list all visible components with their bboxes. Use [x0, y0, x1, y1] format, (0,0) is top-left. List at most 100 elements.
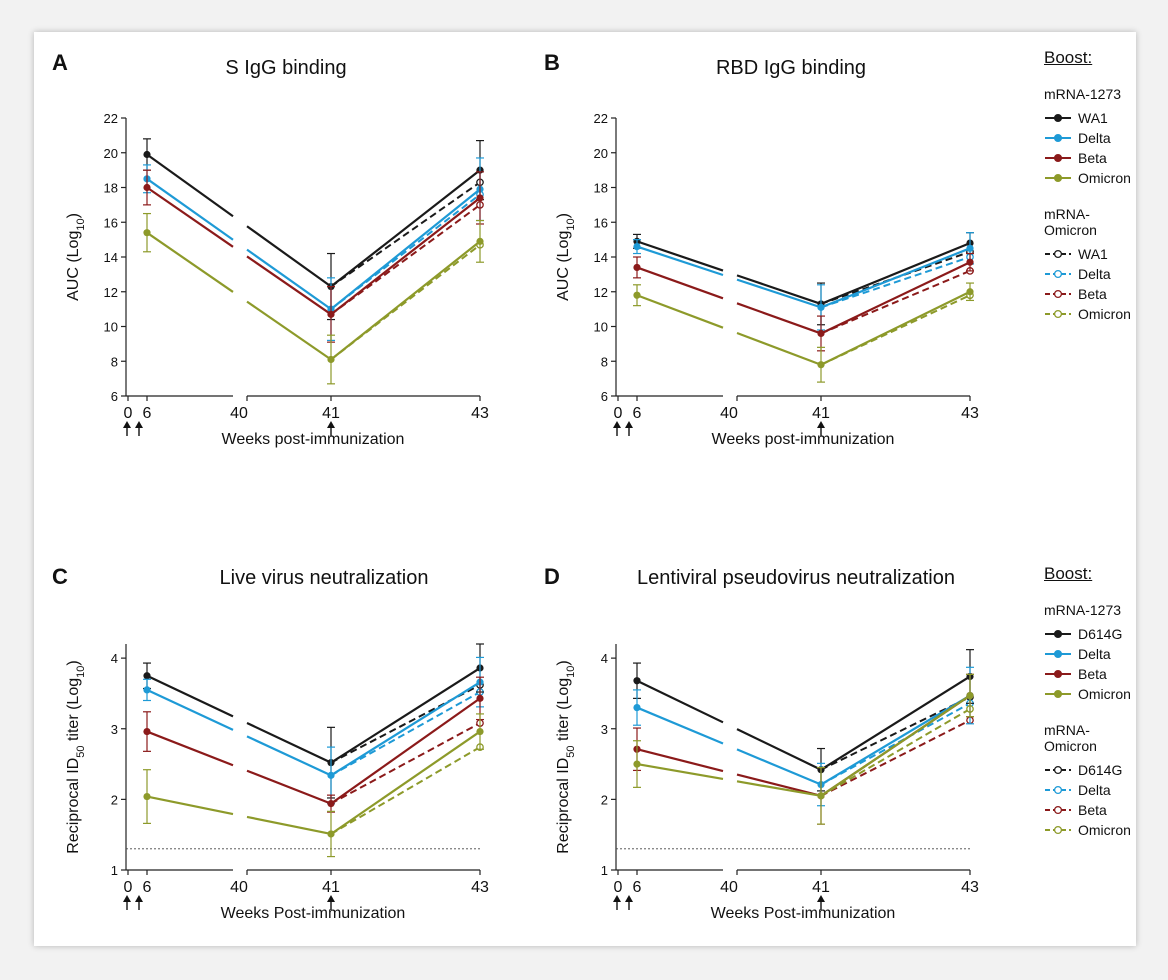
legend-item: Omicron — [1044, 304, 1136, 324]
data-point-omicron — [633, 291, 641, 299]
legend-item-label: Delta — [1078, 130, 1111, 146]
series-line-dashed-omicron — [820, 708, 971, 797]
y-tick-label: 12 — [104, 285, 118, 300]
x-tick-label: 43 — [471, 879, 489, 896]
y-axis-label: Reciprocal ID50 titer (Log10) — [555, 660, 577, 853]
data-point-omicron — [817, 361, 825, 369]
data-point-d614g — [143, 672, 151, 680]
series-line-dashed-omicron — [330, 244, 481, 361]
legend-swatch — [1045, 825, 1071, 835]
y-tick-label: 2 — [111, 792, 118, 807]
panel-letter: B — [544, 50, 560, 75]
legend-swatch — [1045, 765, 1071, 775]
legend-item-label: Omicron — [1078, 822, 1131, 838]
series-line-omicron — [636, 762, 724, 781]
data-point-beta — [327, 800, 335, 808]
legend-swatch — [1045, 133, 1071, 143]
data-point-delta — [817, 303, 825, 311]
y-tick-label: 22 — [594, 111, 608, 126]
x-tick-label: 0 — [614, 405, 623, 422]
legend-swatch — [1045, 629, 1071, 639]
panel-title: Lentiviral pseudovirus neutralization — [637, 567, 955, 589]
legend-group-name: mRNA-1273 — [1044, 602, 1122, 618]
legend-top: Boost: mRNA-1273 WA1 Delta Beta Omicron mRNA-O… — [1044, 48, 1136, 324]
data-point-delta — [327, 771, 335, 779]
y-tick-label: 14 — [594, 250, 608, 265]
legend-item: Delta — [1044, 644, 1136, 664]
x-tick-label: 0 — [614, 879, 623, 896]
series-line-dashed-wa1 — [330, 181, 481, 288]
series-line-dashed-beta — [330, 204, 481, 316]
data-point-beta — [327, 310, 335, 318]
y-tick-label: 12 — [594, 285, 608, 300]
series-line-wa1 — [146, 153, 234, 218]
series-line-delta — [820, 247, 971, 309]
x-axis-label: Weeks Post-immunization — [711, 905, 896, 922]
legend-item: D614G — [1044, 760, 1136, 780]
legend-swatch — [1045, 689, 1071, 699]
y-tick-label: 22 — [104, 111, 118, 126]
legend-title: Boost: — [1044, 48, 1093, 67]
y-axis-label-part: titer (Log — [555, 678, 572, 746]
legend-item-label: Beta — [1078, 150, 1107, 166]
legend-item-label: Delta — [1078, 782, 1111, 798]
legend-item-label: Omicron — [1078, 306, 1131, 322]
legend-swatch — [1045, 805, 1071, 815]
x-tick-label: 40 — [720, 879, 738, 896]
series-line-d614g — [736, 728, 822, 771]
legend-bottom: Boost: mRNA-1273 D614G Delta Beta Omicron mRNA… — [1044, 564, 1136, 840]
series-line-omicron — [146, 231, 234, 293]
series-line-dashed-omicron — [330, 746, 481, 835]
panel-d: D Lentiviral pseudovirus neutralization 1 2… — [544, 564, 979, 922]
series-line-wa1 — [636, 240, 724, 272]
y-axis-label-part: ) — [555, 213, 572, 218]
immunization-arrow-head — [327, 421, 335, 428]
series-line-beta — [636, 748, 724, 773]
data-point-beta — [143, 183, 151, 192]
legend-spacer — [1044, 188, 1136, 206]
y-axis-label-part: 50 — [75, 745, 87, 757]
immunization-arrow-head — [625, 421, 633, 428]
series-line-dashed-beta — [330, 722, 481, 805]
data-point-omicron — [966, 288, 974, 296]
data-point-beta — [476, 194, 484, 202]
x-tick-label: 40 — [230, 405, 248, 422]
legend-item: WA1 — [1044, 108, 1136, 128]
y-axis-label-part: 10 — [565, 666, 577, 678]
series-line-beta — [820, 261, 971, 335]
y-axis-label-part: AUC (Log — [555, 231, 572, 301]
series-line-beta — [330, 697, 481, 805]
data-point-omicron — [143, 229, 151, 237]
x-tick-label: 43 — [471, 405, 489, 422]
legend-item: Delta — [1044, 264, 1136, 284]
y-axis-label-part: AUC (Log — [65, 231, 82, 301]
y-tick-label: 16 — [104, 215, 118, 230]
y-tick-label: 14 — [104, 250, 118, 265]
data-point-omicron — [966, 691, 974, 700]
data-point-omicron — [817, 792, 825, 800]
series-line-dashed-d614g — [330, 684, 481, 764]
x-tick-label: 43 — [961, 405, 979, 422]
legend-item-label: WA1 — [1078, 110, 1108, 126]
series-line-beta — [736, 773, 822, 797]
data-point-omicron — [143, 792, 151, 801]
y-tick-label: 2 — [601, 792, 608, 807]
series-line-dashed-d614g — [820, 696, 971, 771]
immunization-arrow-head — [123, 895, 131, 902]
series-line-dashed-beta — [820, 269, 971, 335]
series-line-omicron — [736, 331, 822, 366]
y-tick-label: 20 — [594, 146, 608, 161]
y-tick-label: 3 — [601, 722, 608, 737]
series-line-beta — [330, 197, 481, 316]
y-axis-label-part: ) — [555, 660, 572, 665]
series-line-delta — [820, 694, 971, 786]
series-line-delta — [736, 748, 822, 786]
series-line-delta — [636, 706, 724, 745]
y-tick-label: 20 — [104, 146, 118, 161]
legend-group-name: mRNA-Omicron — [1044, 722, 1097, 754]
legend-item-label: Beta — [1078, 666, 1107, 682]
panel-c: C Live virus neutralization 1 2 3 4 Reciprocal… — [52, 564, 489, 922]
series-line-wa1 — [736, 274, 822, 305]
